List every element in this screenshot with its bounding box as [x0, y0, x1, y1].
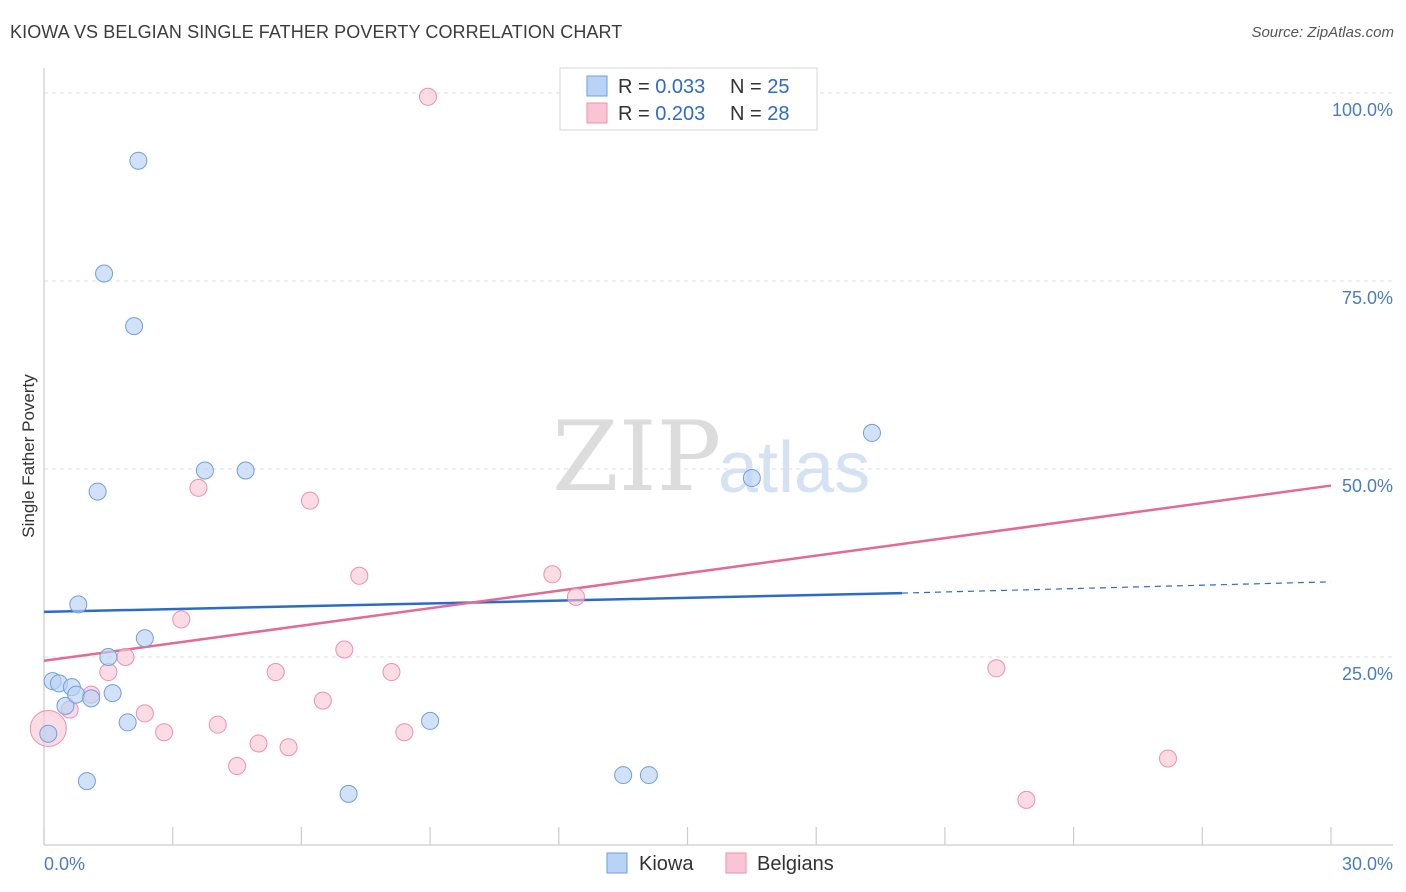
kiowa-point-3 [56, 696, 75, 715]
belgian-point-21 [543, 565, 562, 584]
trend-lines [43, 484, 1332, 663]
belgian-point-26 [1158, 749, 1177, 768]
grid-lines [44, 92, 1393, 658]
kiowa-point-18 [236, 461, 255, 480]
kiowa-point-22 [639, 766, 658, 785]
x-ticks [43, 827, 1332, 845]
belgian-point-13 [279, 738, 298, 757]
kiowa-point-7 [77, 772, 96, 791]
bottom-legend-belgian-label: Belgians [757, 853, 834, 875]
belgian-trend-line [43, 484, 1332, 663]
watermark-atlas: atlas [718, 428, 870, 508]
kiowa-trend-extension [901, 581, 1332, 594]
bottom-legend-belgian-swatch [725, 852, 747, 874]
kiowa-point-15 [129, 151, 148, 170]
belgian-point-16 [335, 640, 354, 659]
belgian-point-14 [300, 491, 319, 510]
kiowa-point-12 [103, 684, 122, 703]
kiowa-point-6 [69, 595, 88, 614]
belgian-point-22 [566, 587, 585, 606]
kiowa-point-23 [742, 469, 761, 488]
legend-box: R = 0.033 N = 25 R = 0.203 N = 28 [559, 67, 818, 131]
y-tick-label-1: 50.0% [1342, 476, 1393, 496]
kiowa-point-5 [67, 685, 86, 704]
kiowa-point-20 [421, 711, 440, 730]
belgian-point-20 [418, 87, 437, 106]
belgian-point-18 [382, 663, 401, 682]
kiowa-point-0 [39, 724, 58, 743]
y-tick-labels: 25.0% 50.0% 75.0% 100.0% [1332, 100, 1393, 684]
y-axis-label: Single Father Poverty [19, 374, 38, 538]
belgian-point-5 [135, 704, 154, 723]
belgian-point-17 [350, 566, 369, 585]
bottom-legend-kiowa-swatch [606, 852, 628, 874]
y-tick-label-0: 25.0% [1342, 664, 1393, 684]
x-tick-label-0: 0.0% [44, 854, 85, 874]
kiowa-point-17 [195, 461, 214, 480]
bottom-legend-kiowa-label: Kiowa [639, 853, 694, 875]
belgian-point-4 [116, 648, 135, 667]
data-points [29, 87, 1177, 809]
belgian-point-7 [172, 610, 191, 629]
belgian-point-24 [987, 659, 1006, 678]
belgian-point-8 [189, 478, 208, 497]
legend-belgian-r-value: 0.203 [655, 103, 705, 125]
legend-kiowa-n-value: 25 [767, 76, 789, 98]
belgian-point-25 [1017, 790, 1036, 809]
y-tick-label-2: 75.0% [1342, 288, 1393, 308]
kiowa-point-19 [339, 784, 358, 803]
legend-kiowa-n: N = 25 [730, 76, 790, 98]
kiowa-point-8 [82, 689, 101, 708]
belgian-point-3 [99, 663, 118, 682]
watermark-zip: ZIP [552, 401, 721, 513]
legend-kiowa-r-value: 0.033 [655, 76, 705, 98]
kiowa-point-10 [95, 264, 114, 283]
kiowa-point-24 [862, 423, 881, 442]
kiowa-point-16 [135, 629, 154, 648]
belgian-point-10 [228, 757, 247, 776]
kiowa-point-13 [118, 713, 137, 732]
legend-belgian-n: N = 28 [730, 103, 790, 125]
kiowa-point-9 [88, 482, 107, 501]
kiowa-point-14 [125, 317, 144, 336]
y-tick-label-3: 100.0% [1332, 100, 1393, 120]
legend-belgian-r: R = 0.203 [618, 103, 705, 125]
legend-kiowa-n-label: N = [730, 76, 767, 98]
legend-belgian-n-label: N = [730, 103, 767, 125]
chart-title: KIOWA VS BELGIAN SINGLE FATHER POVERTY C… [10, 22, 623, 42]
kiowa-point-21 [614, 766, 633, 785]
legend-belgian-r-label: R = [618, 103, 655, 125]
belgian-point-15 [313, 691, 332, 710]
legend-kiowa-r-label: R = [618, 76, 655, 98]
belgian-point-6 [155, 723, 174, 742]
kiowa-point-11 [99, 648, 118, 667]
legend-belgian-swatch [586, 102, 608, 124]
x-tick-label-1: 30.0% [1342, 854, 1393, 874]
belgian-point-19 [395, 723, 414, 742]
belgian-point-9 [208, 715, 227, 734]
legend-belgian-n-value: 28 [767, 103, 789, 125]
legend-kiowa-r: R = 0.033 [618, 76, 705, 98]
belgian-point-11 [249, 734, 268, 753]
x-tick-labels: 0.0% 30.0% [44, 854, 1393, 874]
watermark: ZIP atlas [552, 401, 870, 513]
bottom-legend: Kiowa Belgians [606, 852, 834, 875]
source-label: Source: ZipAtlas.com [1251, 24, 1394, 41]
legend-kiowa-swatch [586, 75, 608, 97]
belgian-point-12 [266, 663, 285, 682]
